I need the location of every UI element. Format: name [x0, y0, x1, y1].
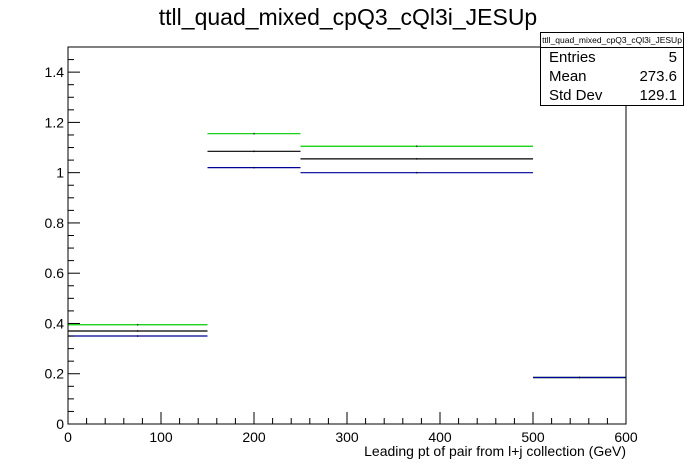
- series-0: [68, 132, 626, 379]
- stats-row-mean: Mean 273.6: [541, 67, 683, 86]
- stats-label: Entries: [549, 49, 596, 66]
- x-tick-label: 500: [521, 429, 545, 445]
- stats-label: Std Dev: [549, 87, 603, 104]
- series-2: [68, 166, 626, 379]
- stats-box-title: ttll_quad_mixed_cpQ3_cQl3i_JESUp: [541, 33, 683, 48]
- x-tick-label: 0: [64, 429, 72, 445]
- y-tick-label: 0.6: [45, 265, 65, 281]
- y-tick-label: 0.2: [45, 366, 65, 382]
- x-tick-label: 200: [242, 429, 266, 445]
- stats-value: 129.1: [639, 87, 677, 104]
- x-tick-label: 300: [335, 429, 359, 445]
- stats-row-stddev: Std Dev 129.1: [541, 86, 683, 105]
- stats-row-entries: Entries 5: [541, 48, 683, 67]
- x-tick-label: 400: [428, 429, 452, 445]
- y-tick-label: 0.8: [45, 215, 65, 231]
- stats-box: ttll_quad_mixed_cpQ3_cQl3i_JESUp Entries…: [540, 32, 684, 106]
- stats-value: 5: [668, 49, 677, 66]
- stats-value: 273.6: [639, 68, 677, 85]
- x-tick-label: 600: [614, 429, 638, 445]
- y-tick-label: 0.4: [45, 315, 65, 331]
- y-tick-label: 0: [56, 416, 64, 432]
- stats-label: Mean: [549, 68, 587, 85]
- y-tick-label: 1.2: [45, 114, 65, 130]
- y-tick-label: 1.4: [45, 64, 65, 80]
- y-tick-label: 1: [56, 165, 64, 181]
- x-axis-label: Leading pt of pair from l+j collection (…: [364, 443, 626, 459]
- series-1: [68, 150, 626, 379]
- x-tick-label: 100: [149, 429, 173, 445]
- chart-title: ttll_quad_mixed_cpQ3_cQl3i_JESUp: [158, 4, 538, 30]
